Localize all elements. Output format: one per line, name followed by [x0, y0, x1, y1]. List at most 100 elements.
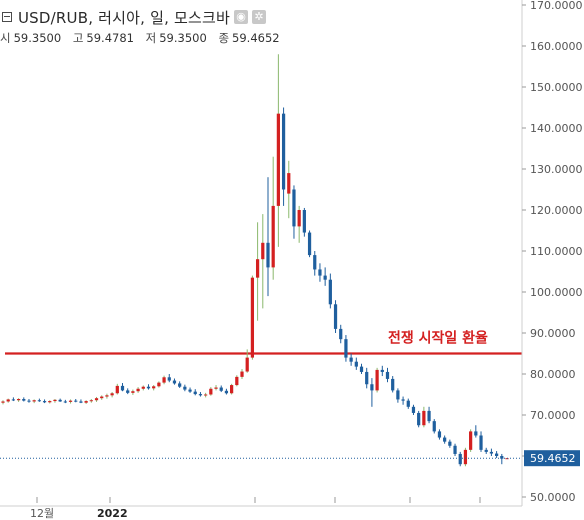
candle-body — [380, 369, 384, 372]
candle-body — [411, 406, 416, 413]
close-label: 종 — [218, 31, 230, 45]
candle — [489, 448, 494, 456]
candle — [401, 396, 405, 405]
candle — [214, 385, 218, 391]
candle-body — [349, 357, 353, 362]
candle-body — [261, 242, 265, 260]
candles-layer — [1, 54, 509, 467]
candle — [110, 392, 114, 398]
candle-body — [198, 394, 203, 396]
candle — [209, 387, 213, 396]
candle-body — [302, 210, 306, 233]
ohlc-readout: 시 59.3500 고 59.4781 저 59.3500 종 59.4652 — [0, 30, 288, 46]
candle-body — [333, 304, 338, 329]
candle — [68, 399, 73, 404]
candle-body — [422, 410, 426, 426]
candle — [443, 435, 447, 444]
candle-body — [240, 371, 244, 377]
collapse-icon[interactable] — [2, 12, 12, 22]
candle — [74, 399, 78, 403]
candle — [172, 378, 177, 385]
candle — [63, 399, 67, 404]
y-tick-label: 170.0000 — [530, 0, 583, 12]
candle-body — [469, 431, 473, 450]
candle-body — [167, 377, 171, 381]
candle-body — [188, 389, 192, 392]
candle — [411, 404, 416, 415]
candle — [365, 367, 369, 389]
candle-body — [230, 385, 234, 394]
candle — [16, 398, 21, 402]
eye-icon[interactable]: ◉ — [234, 10, 249, 24]
title-row: USD/RUB, 러시아, 일, 모스크바 ◉ ✲ — [0, 6, 288, 28]
candle-body — [292, 189, 296, 227]
candle — [427, 406, 431, 424]
y-tick-label: 70.0000 — [530, 409, 576, 422]
candle-body — [328, 279, 332, 305]
candle-body — [406, 400, 410, 407]
candle — [354, 357, 358, 370]
y-tick-label: 140.0000 — [530, 122, 583, 135]
candle — [115, 383, 119, 395]
gear-icon[interactable]: ✲ — [252, 10, 267, 24]
candle — [391, 376, 395, 393]
candle-body — [458, 453, 462, 465]
candle-body — [287, 173, 291, 194]
candle-body — [489, 451, 494, 454]
candle — [198, 392, 203, 397]
candle — [219, 385, 223, 393]
y-tick-label: 100.0000 — [530, 286, 583, 299]
candle-body — [375, 369, 379, 391]
candle — [437, 429, 442, 440]
candle — [183, 384, 187, 392]
x-tick-label: 12월 — [30, 507, 54, 520]
candle — [162, 375, 166, 385]
candle-body — [172, 380, 177, 384]
last-price-tag — [524, 450, 580, 467]
open-value: 59.3500 — [13, 31, 62, 45]
time-axis: 12월 2022 — [0, 497, 522, 520]
price-axis: 50.000060.000070.000080.000090.0000100.0… — [0, 0, 583, 506]
candle-body — [276, 113, 280, 206]
candle — [193, 389, 197, 396]
candle-body — [58, 399, 62, 402]
candle-body — [432, 421, 436, 432]
candle-body — [126, 390, 130, 393]
candle-body — [297, 210, 301, 227]
candle-body — [204, 394, 208, 396]
candle-body — [74, 400, 78, 402]
candle — [178, 381, 182, 388]
candle — [240, 369, 244, 379]
chart-title: USD/RUB, 러시아, 일, 모스크바 — [18, 8, 231, 27]
candle — [126, 388, 130, 395]
candle-body — [42, 401, 47, 403]
candle-body — [443, 437, 447, 442]
y-tick-label: 90.0000 — [530, 327, 576, 340]
candle — [339, 324, 343, 344]
reference-line-label: 전쟁 시작일 환율 — [388, 330, 488, 347]
candle-body — [120, 385, 125, 391]
candle-body — [255, 259, 260, 278]
candle — [323, 267, 327, 286]
y-tick-label: 150.0000 — [530, 81, 583, 94]
candle — [500, 453, 504, 465]
candle-body — [224, 390, 229, 394]
candle — [245, 349, 249, 373]
candle — [406, 398, 410, 409]
x-tick-label: 2022 — [97, 507, 128, 520]
candle — [53, 399, 57, 403]
candle-body — [22, 399, 26, 401]
candle — [448, 439, 452, 448]
candle — [474, 425, 478, 438]
candle — [463, 447, 468, 467]
candle-body — [115, 385, 119, 394]
candle-body — [146, 386, 151, 389]
candle-body — [214, 387, 218, 389]
y-tick-label: 130.0000 — [530, 163, 583, 176]
candle-body — [157, 382, 161, 387]
candle — [79, 399, 83, 404]
candle — [224, 388, 229, 395]
candle — [484, 447, 488, 454]
candle-body — [152, 386, 156, 389]
candle-body — [318, 269, 322, 276]
